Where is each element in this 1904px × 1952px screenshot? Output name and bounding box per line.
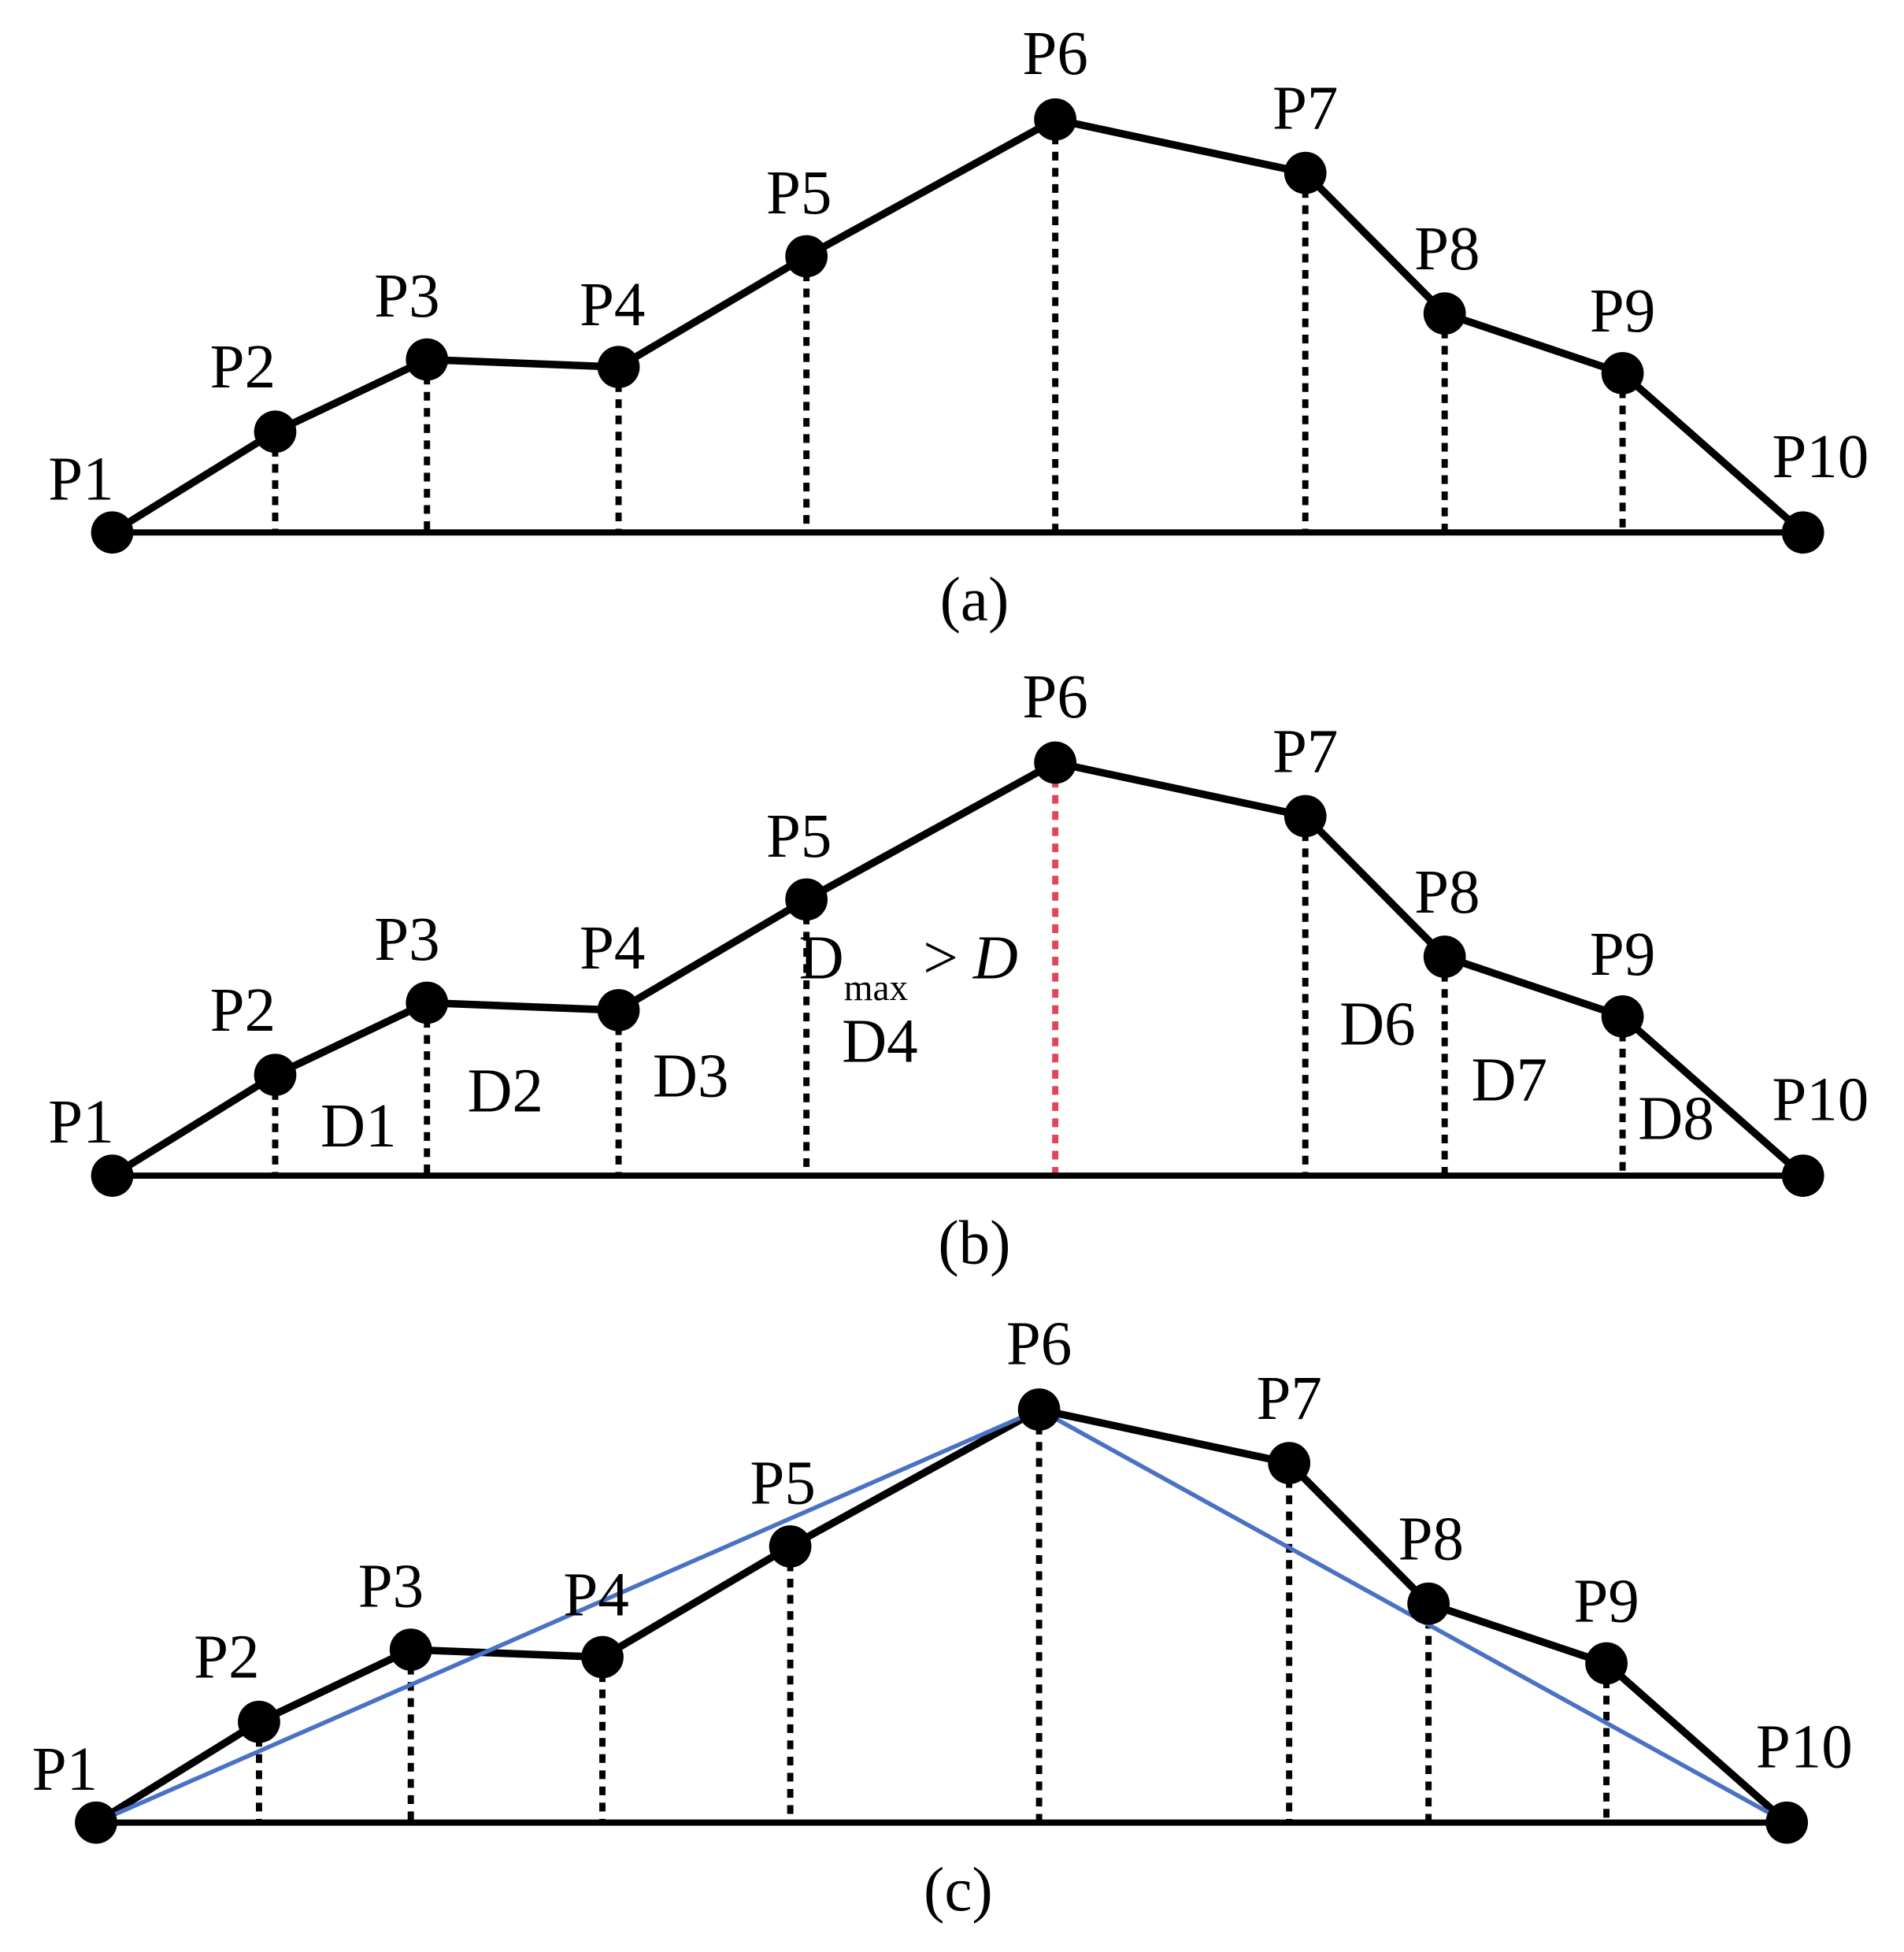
caption: (b) (938, 1209, 1010, 1277)
simplified-line (94, 1407, 1788, 1825)
point (1423, 292, 1466, 335)
point (1034, 98, 1076, 141)
point (785, 878, 828, 921)
point (1765, 1801, 1809, 1844)
point (1423, 935, 1466, 978)
point (597, 989, 640, 1032)
point-label: P5 (750, 1449, 815, 1517)
point-label: P1 (48, 1088, 113, 1157)
point (254, 1054, 297, 1096)
point-label: P1 (48, 445, 113, 513)
polyline (110, 115, 1806, 536)
caption: (c) (924, 1856, 993, 1924)
panel: P1 P2 P3 P4 P5 P6 P7 P8 P9 P10 (c) (32, 1309, 1853, 1924)
point (238, 1700, 280, 1743)
point-label: P8 (1398, 1505, 1464, 1573)
point-label: P2 (194, 1624, 259, 1692)
point (1781, 511, 1824, 554)
distance-label: D2 (468, 1057, 544, 1126)
threshold-subscript: max (844, 968, 909, 1009)
point-label: P2 (210, 333, 276, 402)
panel: P1 P2 P3 P4 P5 P6 P7 P8 P9 P10 (a) (48, 20, 1869, 635)
point-label: P9 (1573, 1567, 1639, 1635)
point (1407, 1582, 1450, 1625)
point (254, 410, 297, 454)
point (769, 1525, 812, 1568)
point-label: P8 (1414, 215, 1480, 283)
point (1268, 1442, 1311, 1484)
point-label: P8 (1414, 858, 1480, 927)
point (597, 346, 640, 388)
point-label: P9 (1590, 920, 1655, 989)
point (1601, 352, 1644, 394)
point (1781, 1154, 1824, 1197)
point-label: P10 (1772, 1066, 1869, 1135)
threshold-label: Dmax > D (799, 924, 1018, 1009)
point-label: P3 (358, 1553, 424, 1621)
point-label: P10 (1772, 423, 1869, 491)
point-label: P3 (374, 906, 439, 974)
point (75, 1801, 117, 1844)
caption: (a) (940, 566, 1009, 635)
point-label: P7 (1272, 74, 1338, 143)
threshold-bound: D (972, 924, 1018, 993)
point-label: P6 (1022, 663, 1087, 732)
point-label: P6 (1006, 1309, 1072, 1378)
point-label: P7 (1256, 1365, 1321, 1433)
point (1284, 795, 1327, 838)
point (91, 511, 134, 554)
distance-label: D4 (842, 1007, 918, 1076)
point (581, 1635, 624, 1679)
polyline (94, 1406, 1790, 1826)
point (91, 1154, 134, 1197)
panel: P1 P2 P3 P4 P5 P6 P7 P8 P9 P10 (b) D1 D2 D3 D4 D6 D7 D8 Dm… (48, 663, 1869, 1278)
point-label: P3 (374, 262, 439, 331)
point-label: P4 (563, 1561, 628, 1630)
point-label: P2 (210, 976, 276, 1045)
point (1284, 151, 1327, 194)
point-label: P7 (1272, 717, 1338, 786)
threshold-relation: > (923, 924, 958, 993)
point (406, 338, 449, 381)
point (1034, 741, 1076, 784)
point-label: P5 (766, 802, 832, 871)
distance-label: D1 (320, 1092, 397, 1161)
point (1017, 1388, 1061, 1431)
distance-label: D6 (1339, 990, 1416, 1058)
point (1585, 1642, 1628, 1685)
point-label: P1 (32, 1735, 98, 1804)
point (406, 981, 449, 1024)
polyline (110, 758, 1806, 1180)
point-label: P4 (580, 914, 645, 983)
distance-label: D8 (1638, 1084, 1714, 1153)
point-label: P5 (766, 159, 832, 228)
point-label: P4 (580, 271, 645, 339)
distance-label: D3 (653, 1043, 729, 1111)
distance-label: D7 (1472, 1046, 1548, 1114)
point-label: P9 (1590, 277, 1655, 346)
threshold-symbol: D (799, 924, 844, 993)
point (1601, 995, 1644, 1038)
point-label: P10 (1756, 1713, 1853, 1781)
point-label: P6 (1022, 20, 1087, 88)
point (389, 1628, 432, 1671)
point (785, 235, 828, 278)
